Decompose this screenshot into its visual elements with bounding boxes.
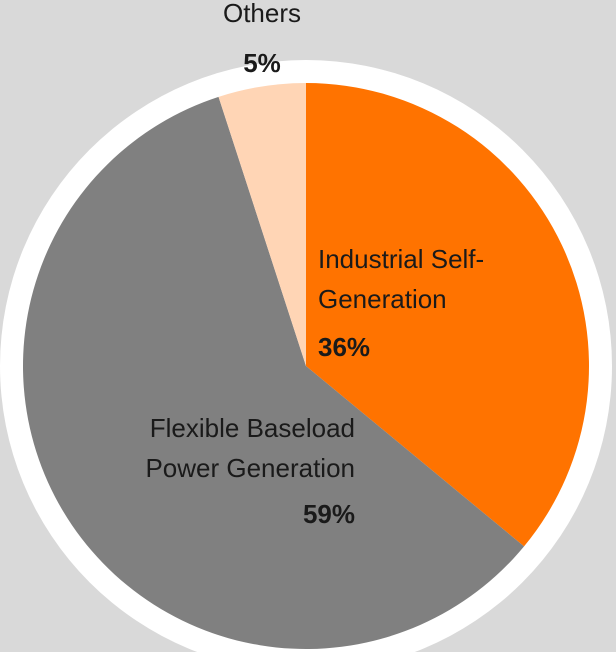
slice-label-line: Power Generation <box>145 453 355 483</box>
value-label: 59% <box>303 499 355 529</box>
slice-label-line: Flexible Baseload <box>150 413 355 443</box>
pie-slice <box>218 83 306 366</box>
slice-label: Industrial Self- Generation <box>318 244 484 314</box>
slice-label-line: Industrial Self- <box>318 244 484 274</box>
slice-label: Others <box>223 0 301 28</box>
slice-label-line: Others <box>223 0 301 28</box>
slice-label-line: Generation <box>318 284 447 314</box>
slice-label: Flexible Baseload Power Generation <box>145 413 355 483</box>
value-label: 5% <box>243 48 281 78</box>
pie-slice <box>306 83 589 547</box>
value-label: 36% <box>318 332 370 362</box>
pie-slice <box>22 96 525 650</box>
